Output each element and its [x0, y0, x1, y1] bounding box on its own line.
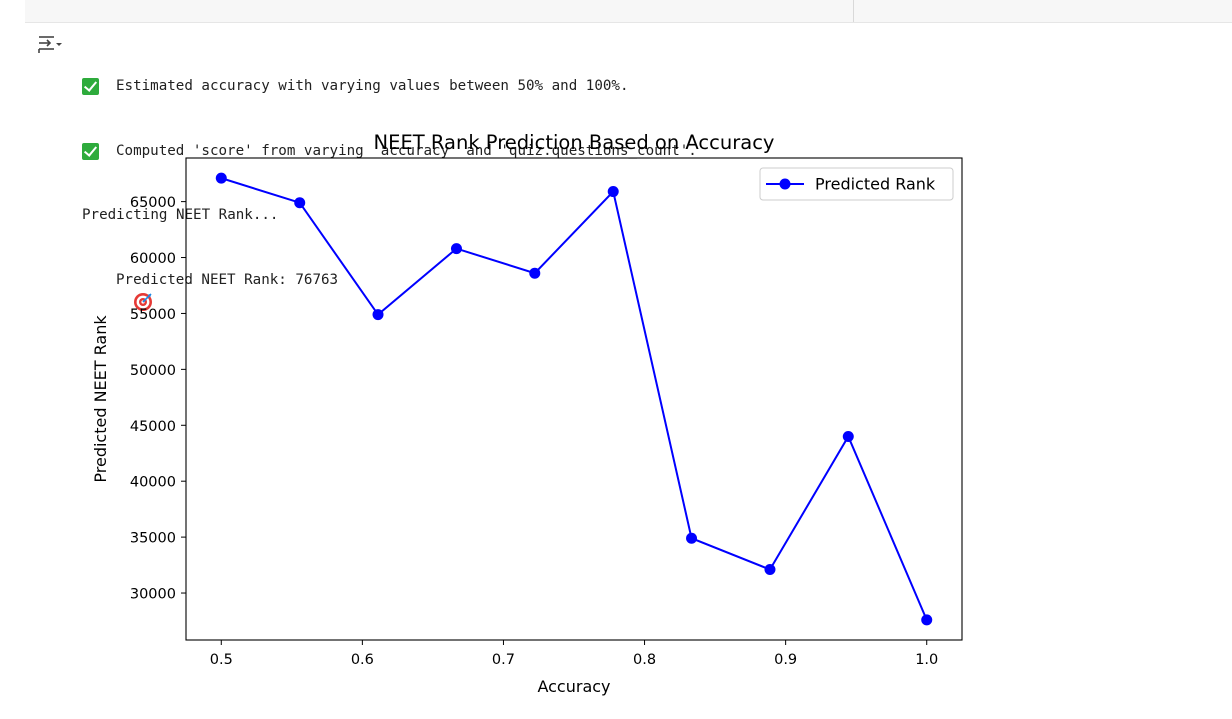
y-tick-label: 45000 [130, 419, 176, 435]
x-tick-label: 1.0 [915, 652, 938, 668]
y-tick-label: 55000 [130, 307, 176, 323]
output-line-text: Predicted NEET Rank: 76763 [116, 271, 339, 288]
output-toggle-icon[interactable] [36, 34, 64, 56]
y-tick-label: 60000 [130, 251, 176, 267]
target-icon [82, 270, 153, 311]
output-line-text: Predicting NEET Rank... [82, 207, 279, 223]
output-line: Predicting NEET Rank... [82, 205, 697, 227]
y-tick-label: 40000 [130, 475, 176, 491]
data-point [529, 267, 541, 279]
data-point [450, 243, 462, 255]
x-tick-label: 0.6 [351, 652, 374, 668]
check-icon [82, 142, 99, 160]
data-point [686, 532, 698, 544]
legend-box [759, 167, 954, 201]
cell-toolbar-strip [25, 0, 1232, 23]
cell-output-text: Estimated accuracy with varying values b… [82, 33, 697, 313]
legend-marker [779, 178, 791, 190]
x-tick-label: 0.9 [774, 652, 797, 668]
data-point [607, 186, 619, 198]
y-tick-label: 50000 [130, 363, 176, 379]
data-point [294, 197, 306, 209]
chart-title: NEET Rank Prediction Based on Accuracy [374, 131, 775, 154]
plot-frame [185, 157, 963, 641]
y-tick-label: 30000 [130, 587, 176, 603]
x-tick-label: 0.7 [492, 652, 515, 668]
output-line-text: Computed 'score' from varying 'accuracy'… [116, 142, 697, 159]
data-point [921, 614, 933, 626]
y-tick-label: 35000 [130, 531, 176, 547]
output-line: Computed 'score' from varying 'accuracy'… [82, 141, 697, 163]
series-line [220, 177, 928, 621]
x-axis-label: Accuracy [537, 677, 610, 696]
data-point [842, 430, 854, 442]
data-point [764, 564, 776, 576]
legend-label: Predicted Rank [815, 175, 936, 194]
output-line: Estimated accuracy with varying values b… [82, 76, 697, 98]
check-icon [82, 78, 99, 96]
y-tick-label: 65000 [130, 195, 176, 211]
output-line: Predicted NEET Rank: 76763 [82, 270, 697, 311]
data-point [372, 309, 384, 321]
data-point [215, 172, 227, 184]
toolbar-divider [853, 0, 854, 22]
x-tick-label: 0.8 [633, 652, 656, 668]
x-tick-label: 0.5 [210, 652, 233, 668]
y-axis-label: Predicted NEET Rank [91, 315, 110, 483]
output-line-text: Estimated accuracy with varying values b… [116, 78, 629, 94]
